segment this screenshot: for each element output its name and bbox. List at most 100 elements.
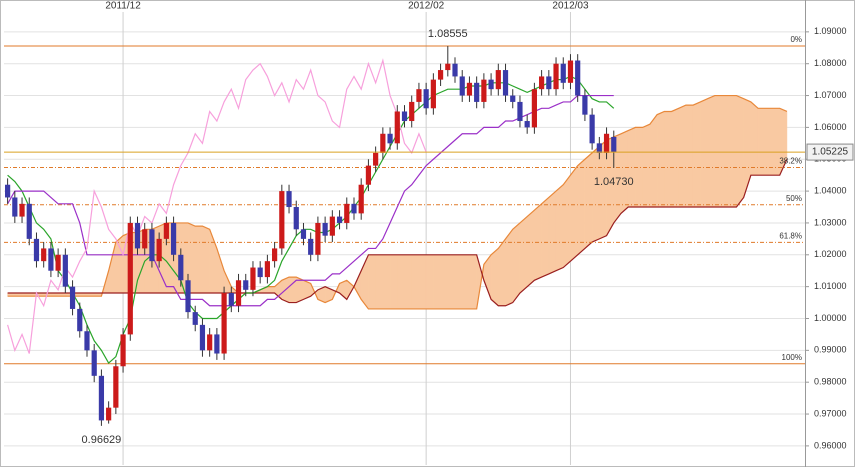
candle-body xyxy=(207,334,213,351)
candle-body xyxy=(33,238,40,262)
candle-body xyxy=(452,63,458,77)
cloud-fill xyxy=(519,216,528,294)
y-tick-label: 0.96000 xyxy=(814,440,847,450)
indicator-line xyxy=(7,58,427,354)
candle-body xyxy=(373,152,379,166)
cloud-fill xyxy=(440,254,449,310)
candle-body xyxy=(185,280,191,313)
y-tick-label: 1.04000 xyxy=(814,185,847,195)
candle-body xyxy=(279,191,285,249)
level-label: 38.2% xyxy=(779,157,802,166)
candle-body xyxy=(69,286,76,309)
candle-body xyxy=(575,60,581,96)
candle-body xyxy=(380,133,386,153)
candle-body xyxy=(416,89,422,102)
cloud-fill xyxy=(469,254,477,310)
candle-body xyxy=(156,238,162,262)
candle-body xyxy=(344,203,350,223)
cloud-fill xyxy=(425,254,434,310)
candle-body xyxy=(611,136,617,153)
candle-body xyxy=(19,203,25,217)
candle-body xyxy=(293,207,299,230)
cloud-fill xyxy=(433,254,441,310)
candle-body xyxy=(466,82,473,96)
candle-body xyxy=(120,334,126,367)
cloud-fill xyxy=(454,254,463,310)
x-tick-label: 2011/12 xyxy=(105,1,141,12)
last-price-label: 1.05225 xyxy=(812,147,849,158)
cloud-fill xyxy=(555,184,564,272)
cloud-fill xyxy=(512,222,521,304)
cloud-fill xyxy=(591,145,600,243)
candle-body xyxy=(243,280,249,290)
candle-body xyxy=(163,222,169,239)
candle-body xyxy=(358,184,364,214)
level-label: 61.8% xyxy=(779,231,802,240)
cloud-fill xyxy=(382,254,391,310)
candle-body xyxy=(127,222,133,335)
cloud-fill xyxy=(526,209,535,288)
candle-body xyxy=(221,293,227,354)
candle-body xyxy=(315,222,321,255)
candle-body xyxy=(351,203,357,214)
candle-body xyxy=(603,133,610,153)
y-tick-label: 1.01000 xyxy=(814,281,847,291)
indicator-line xyxy=(7,75,615,365)
cloud-fill xyxy=(389,254,398,310)
candle-body xyxy=(430,79,436,109)
candle-body xyxy=(329,216,335,236)
cloud-fill xyxy=(563,174,571,269)
candle-body xyxy=(365,165,372,185)
cloud-fill xyxy=(570,164,578,262)
cloud-fill xyxy=(577,158,586,256)
candle-body xyxy=(178,254,184,281)
candle-body xyxy=(5,184,11,198)
candle-body xyxy=(336,216,343,223)
annotation: 1.04730 xyxy=(594,176,634,188)
cloud-fill xyxy=(714,95,723,208)
candle-body xyxy=(481,79,487,102)
candle-body xyxy=(531,89,537,128)
candle-body xyxy=(48,248,54,271)
candle-body xyxy=(495,70,501,90)
x-tick-label: 2012/02 xyxy=(408,1,445,12)
cloud-fill xyxy=(656,111,665,208)
candle-body xyxy=(26,203,32,239)
candle-body xyxy=(560,63,566,83)
cloud-fill xyxy=(700,98,708,208)
cloud-fill xyxy=(115,235,124,294)
level-label: 100% xyxy=(782,353,802,362)
span-b-line xyxy=(7,158,788,307)
candle-body xyxy=(228,293,234,306)
y-tick-label: 1.08000 xyxy=(814,58,847,68)
cloud-fill xyxy=(194,225,203,294)
candle-body xyxy=(322,222,328,236)
candle-body xyxy=(308,238,314,255)
candle-body xyxy=(113,366,119,408)
candle-body xyxy=(517,101,523,122)
cloud-fill xyxy=(685,104,694,208)
candle-body xyxy=(524,121,530,128)
y-tick-label: 1.06000 xyxy=(814,122,847,132)
cloud-fill xyxy=(490,247,499,307)
candle-body xyxy=(62,254,68,287)
cloud-fill xyxy=(765,108,773,176)
level-label: 50% xyxy=(786,194,802,203)
candle-body xyxy=(401,111,408,122)
cloud-fill xyxy=(498,238,506,307)
candle-body xyxy=(235,280,242,306)
y-tick-label: 0.99000 xyxy=(814,345,847,355)
candle-body xyxy=(77,308,83,332)
cloud-fill xyxy=(757,108,766,176)
candle-body xyxy=(596,143,602,153)
cloud-fill xyxy=(447,254,456,310)
cloud-fill xyxy=(461,254,470,310)
cloud-fill xyxy=(296,276,304,303)
candle-body xyxy=(567,60,574,83)
candle-body xyxy=(257,267,263,278)
x-tick-label: 2012/03 xyxy=(552,1,589,12)
candle-body xyxy=(510,95,516,102)
cloud-fill xyxy=(671,107,679,208)
candle-body xyxy=(539,76,545,90)
